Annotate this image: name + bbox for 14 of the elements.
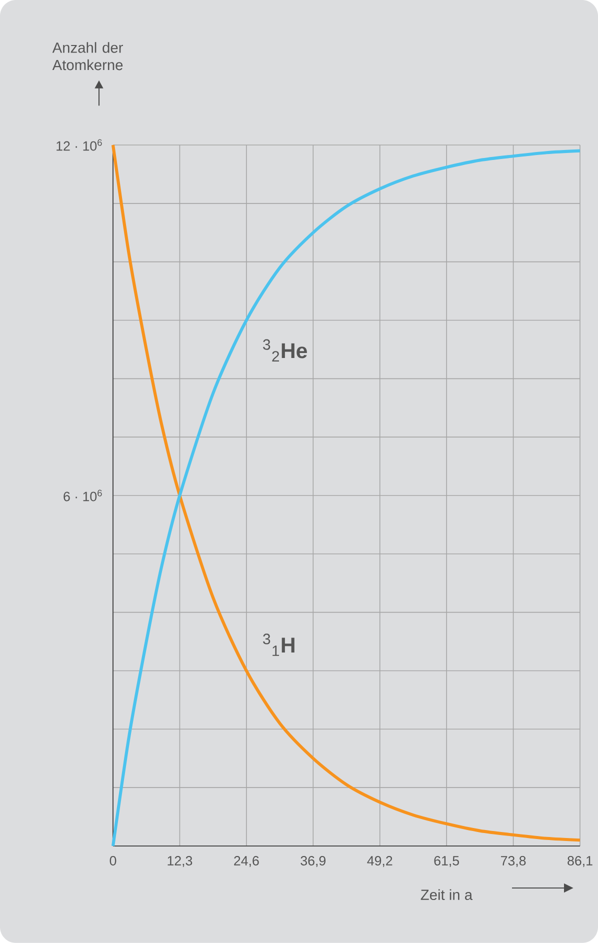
y-tick-label: 6 · 10$^{6}$ bbox=[64, 490, 102, 502]
x-tick-label: 0 bbox=[110, 856, 116, 866]
y-tick-label: 12 · 10$^{6}$ bbox=[56, 139, 102, 151]
x-tick-label: 86,1 bbox=[568, 856, 592, 868]
x-tick-label: 24,6 bbox=[234, 856, 259, 868]
x-tick-label: 12,3 bbox=[168, 856, 192, 868]
x-tick-label: 61,5 bbox=[434, 856, 459, 868]
annotation: 3$_{1}$H bbox=[263, 634, 294, 656]
x-tick-label: 36,9 bbox=[300, 856, 326, 868]
x-tick-label: 49,2 bbox=[367, 856, 392, 868]
x-tick-label: 73,8 bbox=[501, 856, 526, 868]
annotation: 3$_{2}$He bbox=[263, 339, 307, 362]
x-axis-title: Zeit in a bbox=[420, 889, 473, 900]
y-axis-title: Anzahl der Atomkerne bbox=[52, 42, 123, 70]
